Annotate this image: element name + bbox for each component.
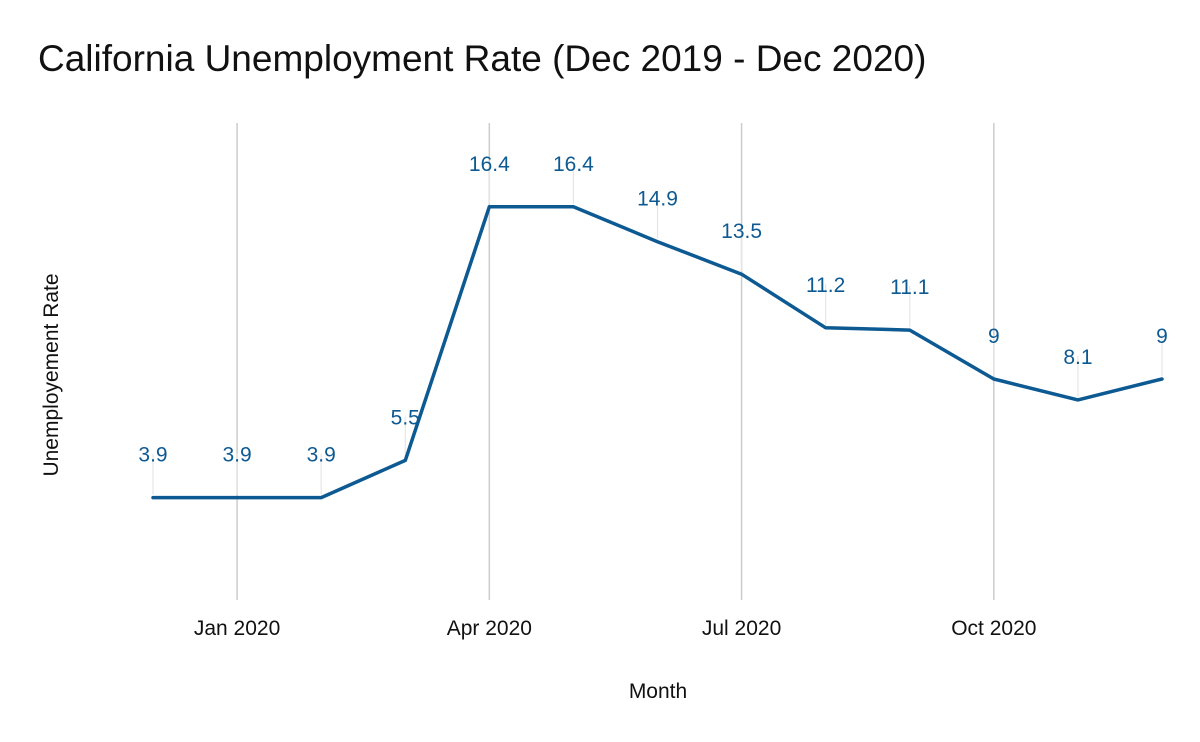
data-label: 16.4 (469, 153, 510, 176)
data-label: 8.1 (1063, 346, 1092, 369)
grid-lines (236, 123, 995, 600)
x-tick-label: Jan 2020 (194, 617, 280, 640)
data-label: 3.9 (307, 444, 336, 467)
series-line (151, 205, 1164, 500)
x-tick-label: Jul 2020 (702, 617, 781, 640)
data-labels: 3.9 3.9 3.9 5.5 16.4 16.4 14.9 13.5 11.2 11.1 9 8.1… (138, 153, 1167, 467)
chart-title: California Unemployment Rate (Dec 2019 -… (38, 38, 927, 79)
label-leader-lines (152, 162, 1163, 495)
data-label: 9 (1156, 325, 1168, 348)
data-label: 9 (988, 325, 1000, 348)
y-axis-title: Unemployement Rate (40, 273, 63, 476)
data-label: 5.5 (391, 406, 420, 429)
data-label: 11.1 (890, 276, 929, 299)
x-axis-ticks: Jan 2020 Apr 2020 Jul 2020 Oct 2020 (194, 617, 1037, 640)
data-label: 3.9 (138, 444, 167, 467)
x-tick-label: Oct 2020 (951, 617, 1036, 640)
x-tick-label: Apr 2020 (447, 617, 532, 640)
data-label: 3.9 (222, 444, 251, 467)
data-label: 13.5 (721, 220, 762, 243)
x-axis-title: Month (629, 680, 687, 703)
data-label: 14.9 (637, 188, 678, 211)
series-line-group (151, 205, 1164, 500)
data-label: 11.2 (806, 274, 845, 297)
data-label: 16.4 (553, 153, 594, 176)
